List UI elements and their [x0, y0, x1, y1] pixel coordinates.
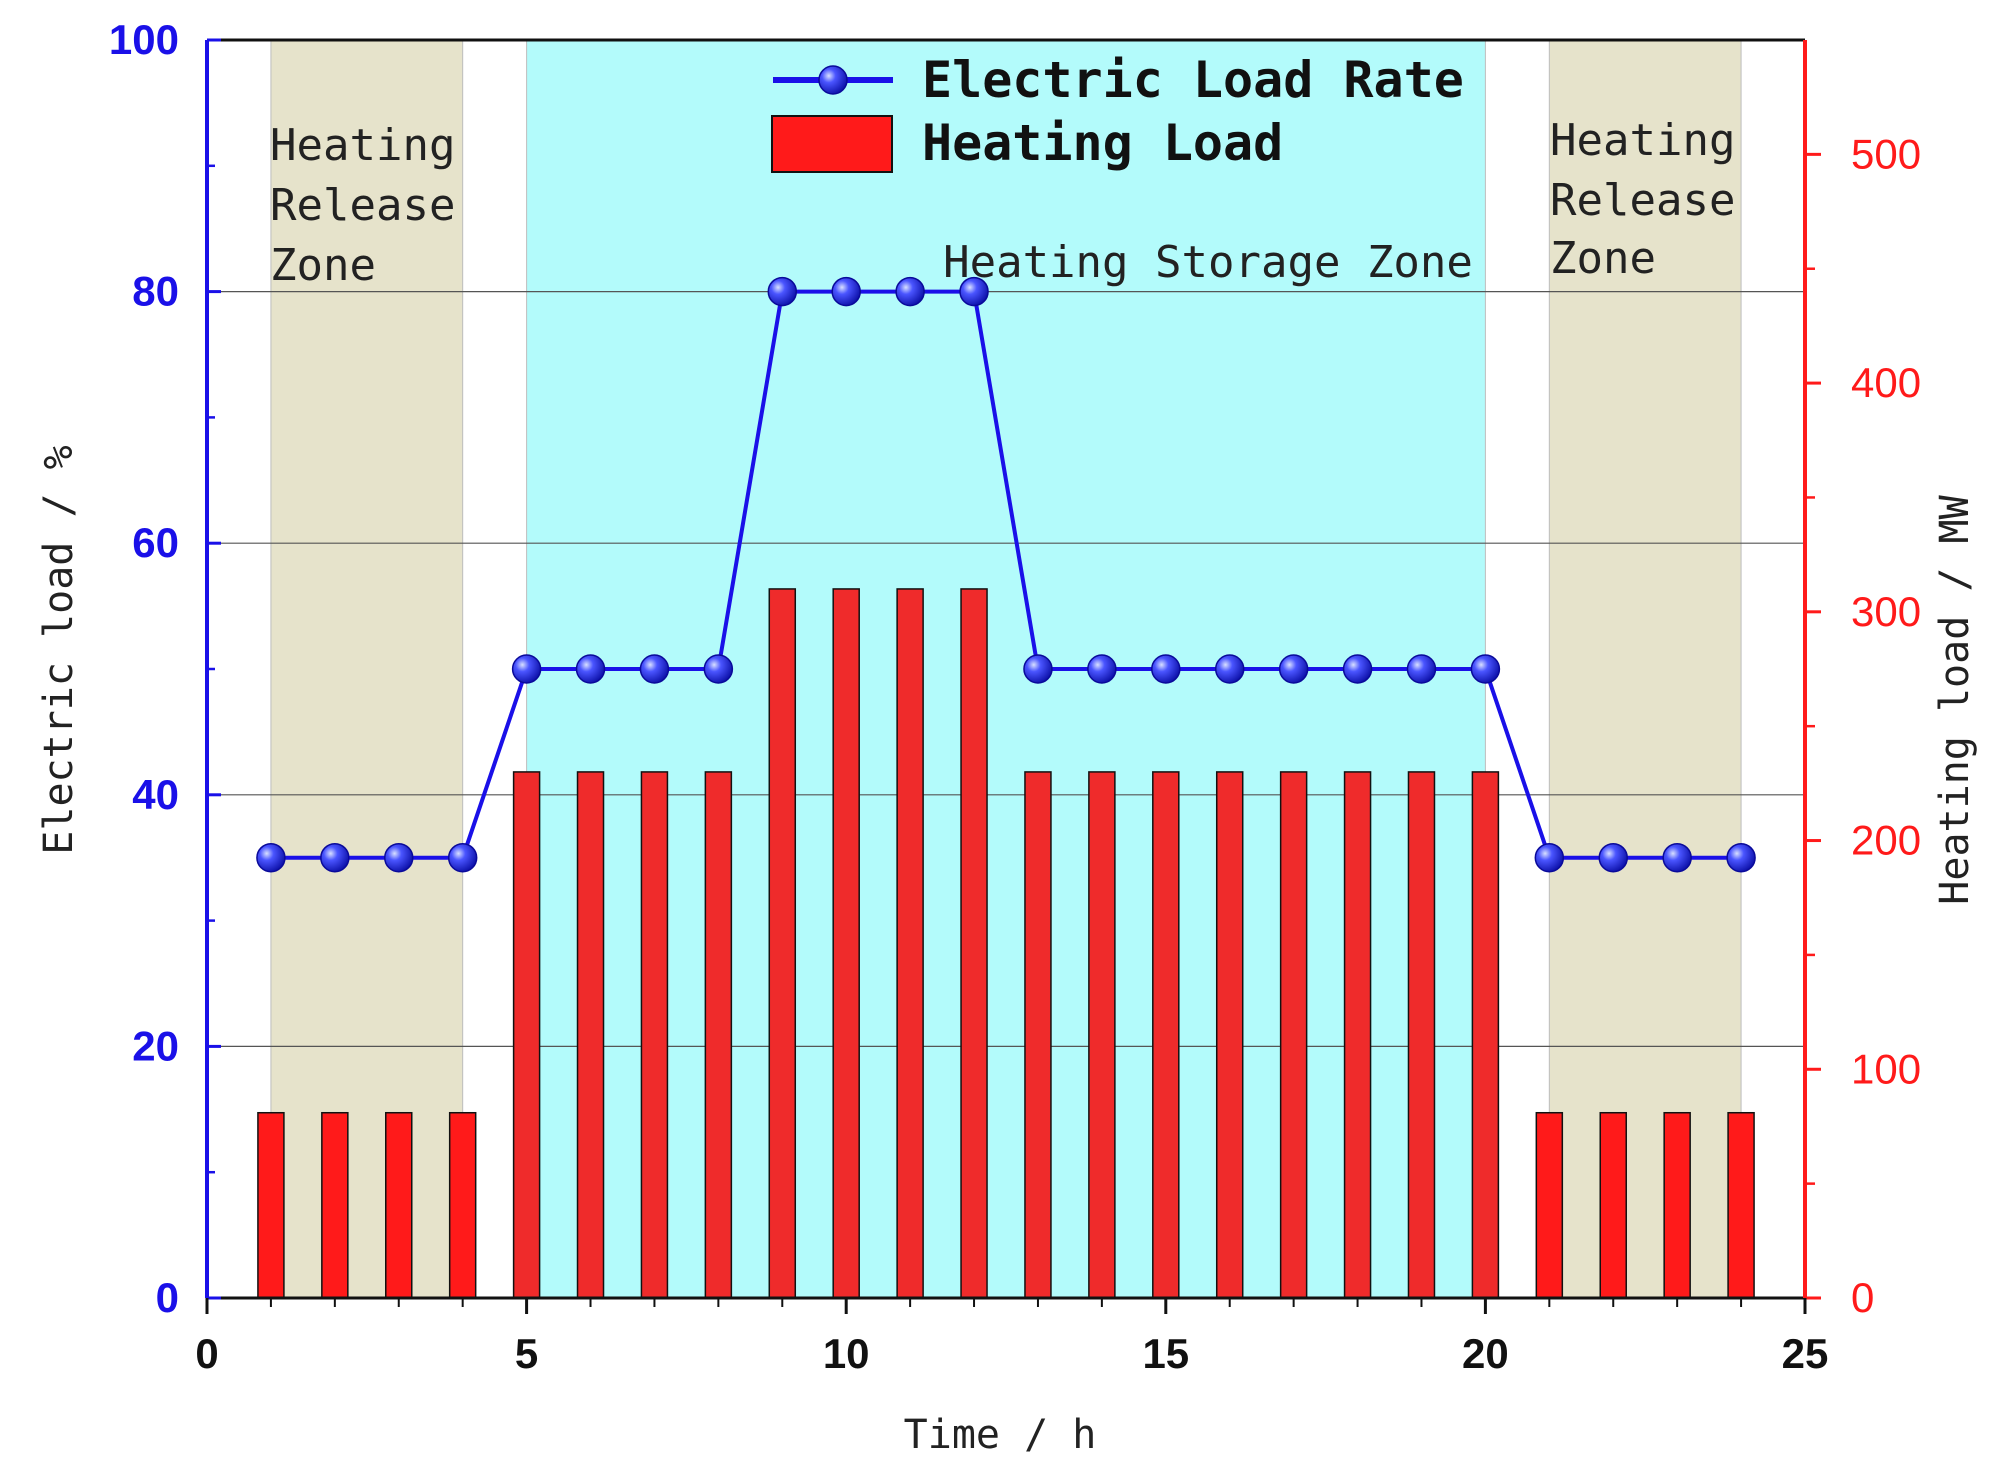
- electric-point: [639, 654, 670, 684]
- legend-heating-label: Heating Load: [922, 114, 1283, 172]
- y-right-tick-label: 200: [1851, 817, 1921, 864]
- legend-electric-label: Electric Load Rate: [922, 51, 1464, 109]
- electric-point: [1278, 654, 1309, 684]
- legend-bar-swatch: [771, 115, 893, 173]
- heating-bar: [1727, 1111, 1755, 1299]
- zone-layer: [270, 39, 1742, 1299]
- y-axis-left-title: Electric load / %: [36, 445, 82, 854]
- zone-label-release-left: Heating Release Zone: [270, 120, 455, 291]
- electric-point: [1214, 654, 1245, 684]
- electric-point: [703, 654, 734, 684]
- electric-point: [1406, 654, 1437, 684]
- electric-point: [831, 276, 861, 307]
- y-left-tick-label: 0: [156, 1274, 179, 1321]
- x-tick-label: 10: [823, 1330, 870, 1377]
- electric-point: [256, 842, 286, 873]
- line-layer: [256, 276, 1756, 873]
- y-left-tick-label: 20: [132, 1022, 179, 1069]
- axes-layer: [205, 38, 1821, 1314]
- zone-label-release-right: Heating Release Zone: [1550, 115, 1735, 284]
- heating-bar: [640, 771, 669, 1299]
- heating-bar: [1024, 771, 1052, 1299]
- y-right-tick-label: 300: [1851, 588, 1921, 635]
- y-right-tick-label: 400: [1851, 359, 1921, 406]
- electric-point: [767, 276, 798, 307]
- heating-bar: [1088, 771, 1116, 1299]
- heating-bar: [1535, 1111, 1564, 1299]
- electric-point: [895, 276, 925, 307]
- y-right-tick-label: 500: [1851, 130, 1921, 177]
- heating-bar: [1343, 771, 1372, 1299]
- x-tick-label: 25: [1782, 1330, 1829, 1377]
- electric-point: [1598, 842, 1628, 873]
- y-left-tick-label: 80: [132, 268, 179, 315]
- electric-point: [1342, 654, 1373, 684]
- heating-bar: [1599, 1111, 1627, 1299]
- heating-bar: [257, 1111, 285, 1299]
- x-tick-label: 5: [515, 1330, 538, 1377]
- heating-bar: [512, 771, 541, 1299]
- electric-point: [384, 842, 414, 873]
- zone-band: [1548, 39, 1742, 1299]
- heating-bar: [1471, 771, 1500, 1299]
- electric-point: [320, 842, 350, 873]
- y-right-tick-label: 0: [1851, 1274, 1874, 1321]
- y-left-tick-label: 40: [132, 771, 179, 818]
- heating-bar: [896, 588, 924, 1299]
- zone-band: [270, 39, 464, 1299]
- electric-point: [511, 654, 542, 684]
- y-left-tick-label: 60: [132, 519, 179, 566]
- heating-bar: [704, 771, 733, 1299]
- zone-label-line: Release: [270, 180, 455, 231]
- heating-bar: [385, 1111, 413, 1299]
- heating-bar: [1279, 771, 1308, 1299]
- heating-bar: [1663, 1111, 1691, 1299]
- electric-point: [1726, 842, 1756, 873]
- heating-bar: [1407, 771, 1436, 1299]
- legend: Electric Load Rate Heating Load: [771, 51, 1464, 173]
- x-tick-label: 20: [1462, 1330, 1509, 1377]
- electric-point: [959, 276, 989, 307]
- electric-point: [1087, 654, 1117, 684]
- heating-bar: [832, 588, 860, 1299]
- electric-point: [1470, 654, 1501, 684]
- heating-bar: [321, 1111, 349, 1299]
- heating-bar: [576, 771, 605, 1299]
- electric-point: [575, 654, 606, 684]
- heating-bar: [960, 588, 988, 1299]
- legend-dot-marker: [818, 65, 848, 95]
- heating-bar: [768, 588, 797, 1299]
- electric-line: [270, 289, 1742, 860]
- heating-bar: [1152, 771, 1180, 1299]
- tick-label-layer: 0 20 40 60 80 100 0 100 200 300 400 500 0 5 10 15 20 25: [109, 16, 1921, 1377]
- heating-bar: [1215, 771, 1244, 1299]
- zone-label-line: Zone: [1550, 233, 1656, 284]
- x-tick-label: 0: [195, 1330, 218, 1377]
- electric-point: [1151, 654, 1181, 684]
- zone-label-line: Heating: [270, 120, 455, 171]
- zone-label-storage: Heating Storage Zone: [943, 237, 1473, 288]
- y-right-tick-label: 100: [1851, 1045, 1921, 1092]
- bar-layer: [257, 588, 1755, 1299]
- electric-point: [1662, 842, 1692, 873]
- grid-layer: [207, 291, 1805, 1048]
- y-left-tick-label: 100: [109, 16, 179, 63]
- x-axis-title: Time / h: [904, 1412, 1097, 1458]
- electric-point: [1023, 654, 1053, 684]
- x-tick-label: 15: [1142, 1330, 1189, 1377]
- zone-label-line: Heating: [1550, 115, 1735, 166]
- zone-label-line: Zone: [270, 240, 376, 291]
- heating-bar: [448, 1111, 477, 1299]
- y-axis-right-title: Heating load / MW: [1932, 494, 1978, 904]
- electric-point: [1534, 842, 1565, 873]
- electric-point: [447, 842, 478, 873]
- zone-label-line: Release: [1550, 175, 1735, 226]
